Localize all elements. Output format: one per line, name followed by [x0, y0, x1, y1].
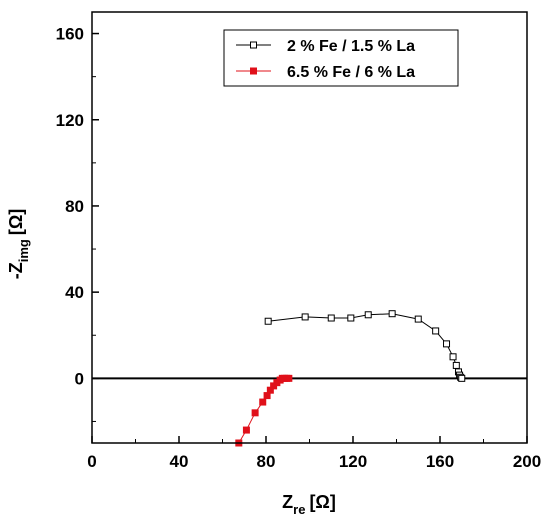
x-tick-label: 0	[87, 452, 96, 471]
x-axis-label-sub: re	[293, 502, 305, 517]
data-point	[443, 340, 451, 348]
series-2	[235, 374, 293, 447]
data-point	[301, 313, 309, 321]
x-tick-label: 80	[257, 452, 276, 471]
legend-marker-series-1	[250, 41, 257, 49]
data-point	[327, 314, 335, 322]
series-1	[264, 310, 466, 382]
x-tick-label: 40	[170, 452, 189, 471]
x-axis-label-unit: [Ω]	[309, 492, 335, 512]
ticks-layer: 0 40 80 120 160 200 0 40 80 120 160	[56, 25, 542, 471]
data-point	[242, 426, 250, 434]
legend-entry-series-2: 6.5 % Fe / 6 % La	[236, 64, 415, 81]
data-point	[452, 361, 460, 369]
data-point	[432, 327, 440, 335]
plot-frame	[91, 11, 528, 444]
y-tick-label: 120	[56, 111, 84, 130]
data-point	[458, 374, 466, 382]
data-point	[388, 310, 396, 318]
x-axis-label-main: Z	[282, 492, 293, 512]
series-layer	[235, 310, 466, 447]
y-tick-label: 0	[75, 369, 84, 388]
y-tick-label: 40	[65, 283, 84, 302]
y-tick-label: 160	[56, 25, 84, 44]
data-point	[449, 353, 457, 361]
y-axis-label: -Zimg [Ω]	[6, 209, 31, 280]
data-point	[251, 409, 259, 417]
y-axis-label-unit: [Ω]	[6, 209, 26, 235]
x-tick-label: 200	[513, 452, 541, 471]
legend-label-series-2: 6.5 % Fe / 6 % La	[287, 64, 415, 81]
data-point	[364, 311, 372, 319]
y-axis-label-main: -Z	[6, 262, 26, 279]
x-tick-label: 120	[339, 452, 367, 471]
data-point	[414, 315, 422, 323]
x-tick-label: 160	[426, 452, 454, 471]
legend-box	[223, 29, 459, 87]
legend-entry-series-1: 2 % Fe / 1.5 % La	[236, 38, 415, 55]
data-point	[264, 317, 272, 325]
legend-marker-series-2	[250, 67, 257, 75]
legend: 2 % Fe / 1.5 % La 6.5 % Fe / 6 % La	[223, 29, 459, 87]
data-point	[285, 374, 293, 382]
series-1-line	[268, 313, 463, 379]
y-tick-label: 80	[65, 197, 84, 216]
y-axis-label-sub: img	[16, 239, 31, 262]
x-axis-label: Zre [Ω]	[282, 492, 336, 517]
data-point	[259, 398, 267, 406]
legend-label-series-1: 2 % Fe / 1.5 % La	[287, 38, 415, 55]
data-point	[347, 314, 355, 322]
